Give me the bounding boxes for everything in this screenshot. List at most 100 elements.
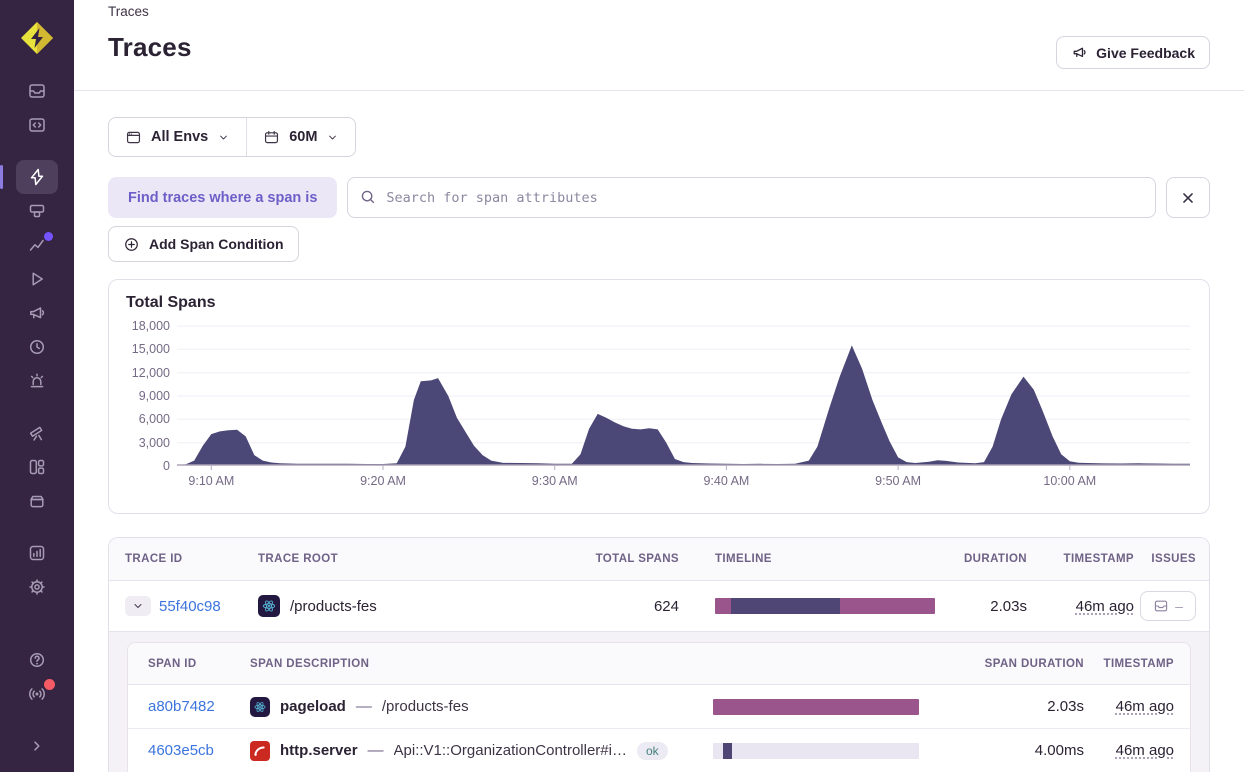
total-spans-chart-svg: [177, 326, 1190, 466]
separator: —: [356, 698, 372, 716]
bar-chart-icon: [27, 543, 47, 563]
issues-icon: [27, 81, 47, 101]
give-feedback-label: Give Feedback: [1096, 45, 1195, 61]
page-filter-bar: All Envs 60M: [108, 117, 356, 157]
col-span-duration: SPAN DURATION: [919, 658, 1084, 670]
bar-segment: [713, 699, 919, 715]
sidebar-item-explore-traces[interactable]: [16, 160, 58, 194]
sidebar-collapse-button[interactable]: [16, 729, 58, 763]
span-description: Api::V1::OrganizationController#i…: [394, 742, 627, 759]
lightning-icon: [27, 167, 47, 187]
sidebar-item-alerts[interactable]: [16, 364, 58, 398]
trace-timeline-bar: [715, 598, 935, 614]
chevron-down-icon: [217, 131, 230, 144]
environment-value: All Envs: [151, 129, 208, 145]
total-spans-value: 624: [554, 598, 679, 615]
megaphone-icon: [27, 303, 47, 323]
x-tick-label: 9:20 AM: [360, 474, 406, 488]
span-timestamp-value[interactable]: 46m ago: [1116, 742, 1174, 759]
y-tick-label: 0: [163, 458, 170, 474]
span-op: http.server: [280, 742, 358, 759]
megaphone-icon: [1071, 44, 1088, 61]
sidebar-item-queries[interactable]: [16, 194, 58, 228]
search-icon: [359, 188, 377, 206]
environment-selector[interactable]: All Envs: [109, 118, 246, 156]
sidebar-item-replays[interactable]: [16, 262, 58, 296]
span-id-link[interactable]: a80b7482: [148, 698, 250, 715]
play-icon: [27, 269, 47, 289]
chart-wrap: 03,0006,0009,00012,00015,00018,000 9:10 …: [126, 326, 1192, 494]
span-duration-value: 2.03s: [919, 698, 1084, 715]
clear-search-button[interactable]: [1166, 177, 1210, 218]
telescope-icon: [27, 423, 47, 443]
sidebar-item-archive[interactable]: [16, 484, 58, 518]
sidebar-item-stats[interactable]: [16, 536, 58, 570]
col-timeline: TIMELINE: [679, 553, 935, 565]
trace-id-link[interactable]: 55f40c98: [159, 598, 221, 615]
time-range-value: 60M: [289, 129, 317, 145]
trace-timestamp-value[interactable]: 46m ago: [1076, 598, 1134, 615]
traces-table-header: TRACE ID TRACE ROOT TOTAL SPANS TIMELINE…: [109, 538, 1209, 581]
sentry-logo-icon: [19, 20, 55, 56]
sidebar-item-help[interactable]: [16, 643, 58, 677]
sidebar-item-feedback[interactable]: [16, 296, 58, 330]
app-root: Traces Traces Give Feedback All Envs 60M: [0, 0, 1244, 772]
queries-icon: [27, 201, 47, 221]
sidebar-item-discover[interactable]: [16, 416, 58, 450]
y-tick-label: 6,000: [139, 411, 170, 427]
react-platform-icon: [250, 697, 270, 717]
span-duration-bar: [713, 743, 919, 759]
trace-issues-button[interactable]: –: [1140, 591, 1196, 621]
sidebar-item-settings[interactable]: [16, 570, 58, 604]
x-tick-label: 9:50 AM: [875, 474, 921, 488]
span-row: 4603e5cb http.server — Api::V1::Organiza…: [128, 729, 1190, 772]
sidebar-item-dashboards[interactable]: [16, 450, 58, 484]
x-tick-label: 9:40 AM: [703, 474, 749, 488]
col-span-id: SPAN ID: [148, 658, 250, 670]
span-id-link[interactable]: 4603e5cb: [148, 742, 250, 759]
col-issues: ISSUES: [1134, 553, 1196, 565]
whats-new-notification-dot: [44, 679, 55, 690]
spans-table-header: SPAN ID SPAN DESCRIPTION SPAN DURATION T…: [128, 643, 1190, 685]
span-status-badge: ok: [637, 742, 668, 760]
span-description: /products-fes: [382, 698, 469, 715]
chart-plot[interactable]: [177, 326, 1190, 466]
sidebar-item-releases[interactable]: [16, 330, 58, 364]
trace-issues-value: –: [1175, 598, 1183, 614]
sidebar-item-whats-new[interactable]: [16, 677, 58, 711]
col-span-description: SPAN DESCRIPTION: [250, 658, 713, 670]
span-timestamp-value[interactable]: 46m ago: [1116, 698, 1174, 715]
bar-segment: [715, 598, 731, 614]
page-title: Traces: [108, 32, 1210, 63]
sidebar-item-insights[interactable]: [16, 228, 58, 262]
time-range-selector[interactable]: 60M: [246, 118, 355, 156]
trace-expander-button[interactable]: [125, 596, 151, 616]
x-tick-label: 10:00 AM: [1043, 474, 1096, 488]
col-timestamp: TIMESTAMP: [1027, 553, 1134, 565]
span-duration-bar: [713, 699, 919, 715]
col-trace-id: TRACE ID: [125, 553, 258, 565]
window-icon: [125, 129, 142, 146]
span-search-input[interactable]: [347, 177, 1156, 218]
give-feedback-button[interactable]: Give Feedback: [1056, 36, 1210, 69]
sidebar-item-issues[interactable]: [16, 74, 58, 108]
sidebar: [0, 0, 74, 772]
y-tick-label: 15,000: [132, 341, 170, 357]
col-trace-root: TRACE ROOT: [258, 553, 554, 565]
add-span-condition-label: Add Span Condition: [149, 236, 284, 252]
trace-root-value: /products-fes: [290, 598, 377, 615]
calendar-icon: [263, 129, 280, 146]
bar-segment: [840, 598, 935, 614]
help-icon: [27, 650, 47, 670]
span-filter-row: Find traces where a span is: [108, 177, 1210, 218]
sidebar-item-projects[interactable]: [16, 108, 58, 142]
archive-box-icon: [27, 491, 47, 511]
breadcrumb[interactable]: Traces: [108, 4, 1210, 19]
add-span-condition-button[interactable]: Add Span Condition: [108, 226, 299, 262]
expanded-trace-area: SPAN ID SPAN DESCRIPTION SPAN DURATION T…: [109, 631, 1209, 772]
span-row: a80b7482 pageload — /products-fes 2.03s: [128, 685, 1190, 729]
x-tick-label: 9:10 AM: [188, 474, 234, 488]
chart-x-axis: 9:10 AM9:20 AM9:30 AM9:40 AM9:50 AM10:00…: [177, 474, 1190, 494]
sentry-logo-icon[interactable]: [19, 20, 55, 56]
page-body: All Envs 60M Find traces where a span is: [74, 91, 1244, 772]
